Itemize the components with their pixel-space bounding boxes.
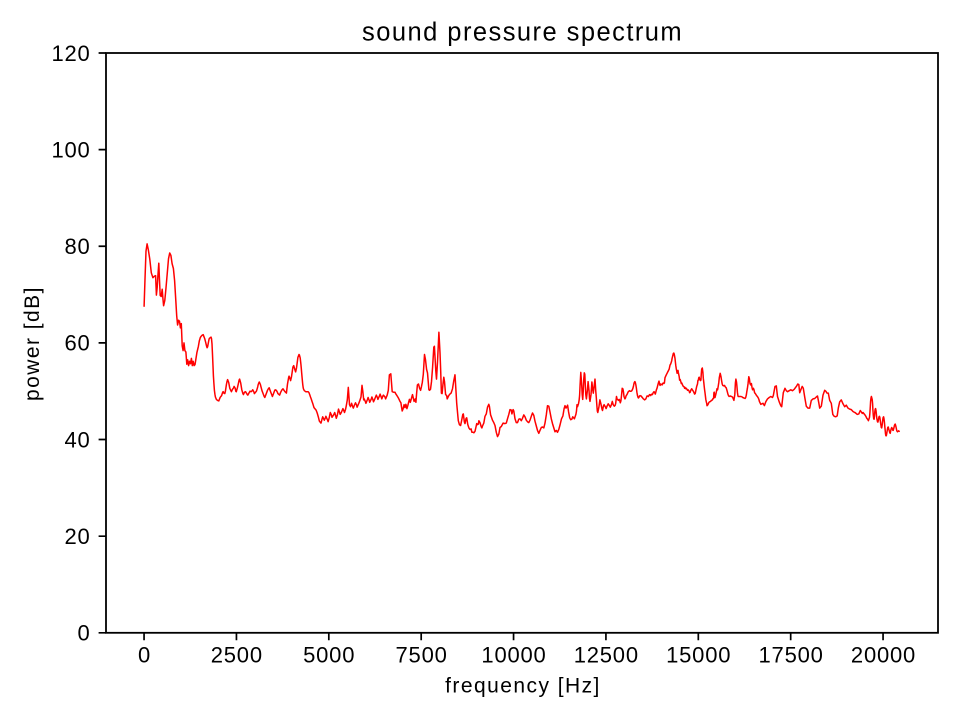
svg-text:7500: 7500	[396, 643, 448, 668]
svg-text:20000: 20000	[851, 643, 916, 668]
svg-text:2500: 2500	[211, 643, 263, 668]
svg-text:frequency [Hz]: frequency [Hz]	[445, 674, 601, 697]
svg-text:40: 40	[65, 427, 91, 452]
svg-text:20: 20	[65, 524, 91, 549]
svg-text:120: 120	[51, 41, 90, 66]
svg-text:sound pressure spectrum: sound pressure spectrum	[362, 18, 683, 46]
svg-text:power [dB]: power [dB]	[21, 286, 44, 401]
svg-text:15000: 15000	[666, 643, 731, 668]
svg-text:60: 60	[65, 331, 91, 356]
svg-text:100: 100	[51, 137, 90, 162]
svg-text:5000: 5000	[303, 643, 355, 668]
svg-text:17500: 17500	[759, 643, 824, 668]
svg-text:10000: 10000	[481, 643, 546, 668]
svg-text:0: 0	[78, 621, 91, 646]
svg-text:80: 80	[65, 234, 91, 259]
svg-text:12500: 12500	[574, 643, 639, 668]
svg-text:0: 0	[138, 643, 151, 668]
